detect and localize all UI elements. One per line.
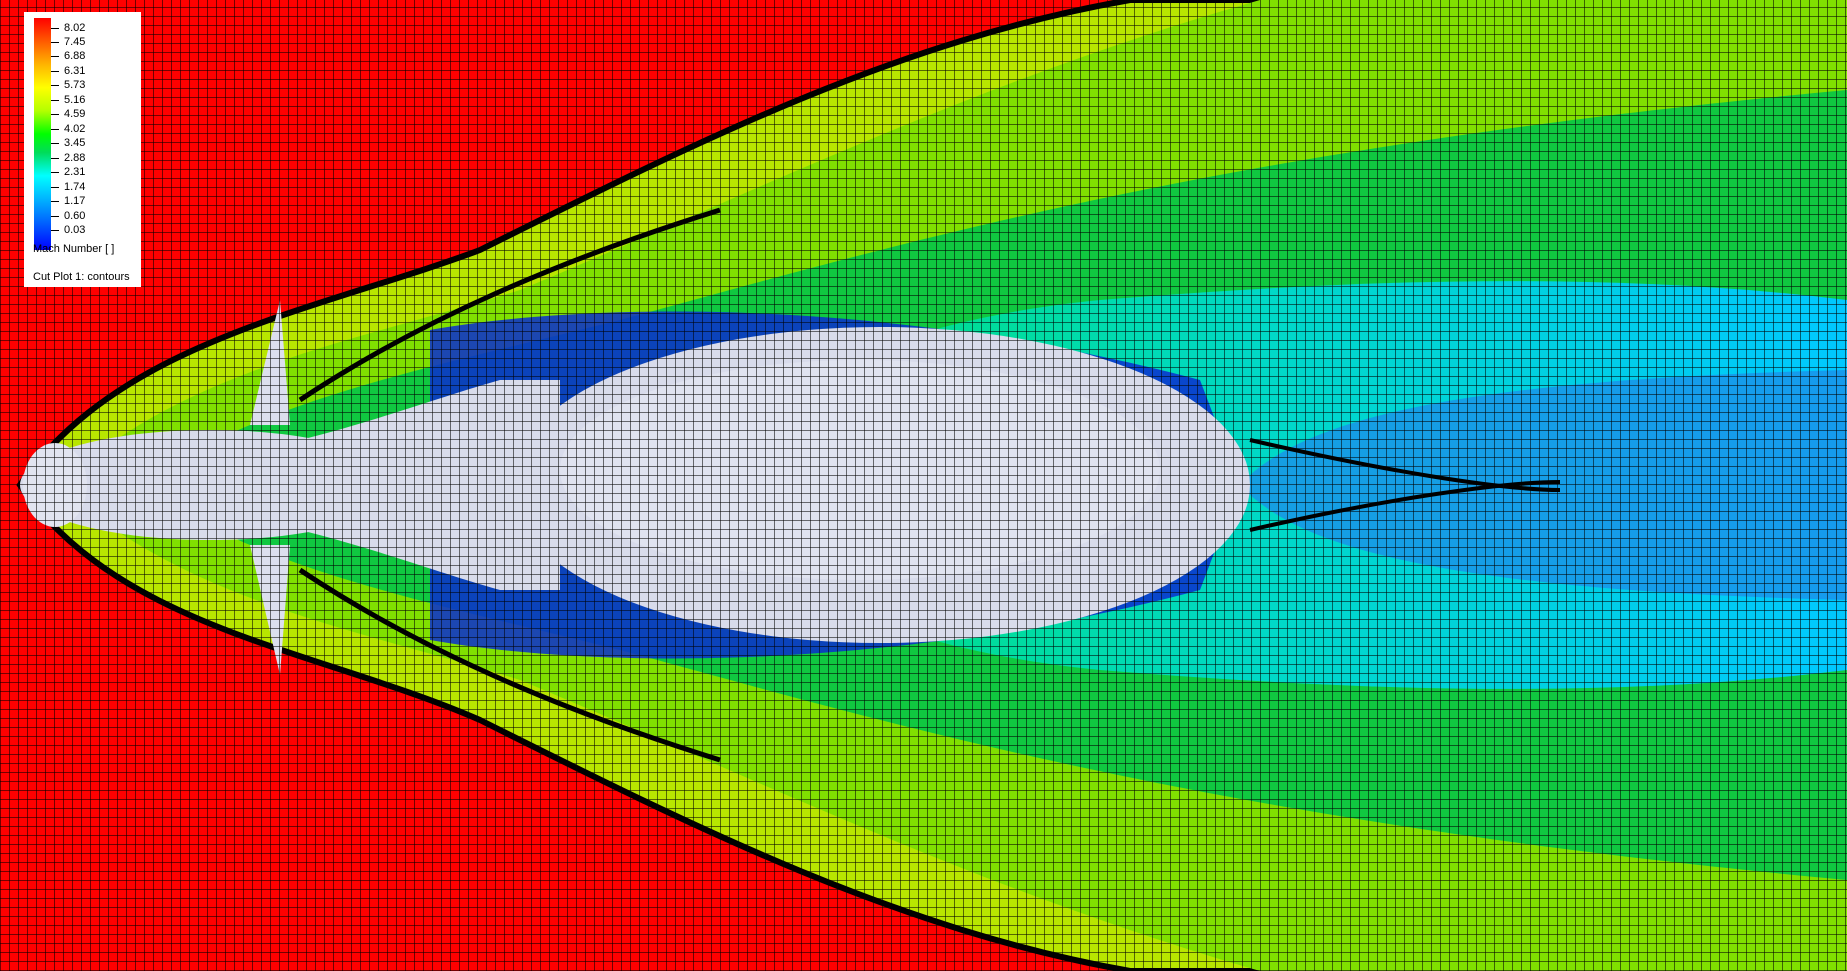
legend-tick-label: 6.88 <box>64 50 86 62</box>
legend-tick-label: 5.73 <box>64 79 86 91</box>
legend-tick-mark <box>51 100 59 101</box>
legend-tick-label: 3.45 <box>64 137 86 149</box>
legend-tick-mark <box>51 85 59 86</box>
legend-tick-mark <box>51 42 59 43</box>
legend-tick-mark <box>51 56 59 57</box>
legend-tick-mark <box>51 143 59 144</box>
legend-tick-mark <box>51 230 59 231</box>
legend-tick-label: 8.02 <box>64 22 86 34</box>
legend-tick-mark <box>51 129 59 130</box>
color-legend[interactable]: 8.02 7.45 6.88 6.31 5.73 5.16 4.59 4.02 … <box>24 12 141 287</box>
legend-tick-label: 5.16 <box>64 94 86 106</box>
legend-tick-mark <box>51 201 59 202</box>
legend-tick-label: 0.03 <box>64 224 86 236</box>
legend-tick-label: 2.88 <box>64 152 86 164</box>
legend-tick-mark <box>51 158 59 159</box>
legend-tick-label: 7.45 <box>64 36 86 48</box>
legend-tick-label: 6.31 <box>64 65 86 77</box>
nose-tip <box>23 443 87 527</box>
legend-tick-mark <box>51 71 59 72</box>
legend-tick-mark <box>51 114 59 115</box>
legend-tick-mark <box>51 187 59 188</box>
legend-tick-label: 0.60 <box>64 210 86 222</box>
legend-tick-label: 4.59 <box>64 108 86 120</box>
legend-tick-mark <box>51 28 59 29</box>
legend-tick-label: 4.02 <box>64 123 86 135</box>
legend-colorbar <box>34 18 51 250</box>
legend-tick-label: 1.74 <box>64 181 86 193</box>
legend-tick-label: 2.31 <box>64 166 86 178</box>
legend-tick-mark <box>51 216 59 217</box>
legend-tick-label: 1.17 <box>64 195 86 207</box>
legend-variable-label: Mach Number [ ] <box>33 243 115 255</box>
legend-plot-name: Cut Plot 1: contours <box>33 271 130 283</box>
legend-tick-mark <box>51 172 59 173</box>
fuselage-highlight <box>560 360 1160 580</box>
